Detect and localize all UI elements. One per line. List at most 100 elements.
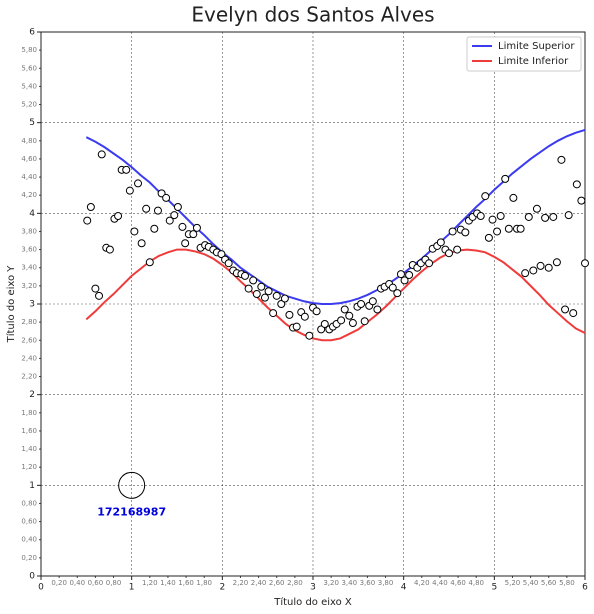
x-minor-tick-label: 1,60 xyxy=(178,579,194,587)
scatter-point xyxy=(153,206,162,215)
scatter-point xyxy=(97,150,106,159)
scatter-point xyxy=(134,179,143,188)
scatter-point xyxy=(348,319,357,328)
x-minor-tick-label: 5,40 xyxy=(523,579,539,587)
y-minor-tick-label: 0,40 xyxy=(21,536,37,544)
scatter-point xyxy=(405,270,414,279)
scatter-point xyxy=(260,293,269,302)
scatter-point xyxy=(436,238,445,247)
y-minor-tick-label: 2,60 xyxy=(21,336,37,344)
x-minor-tick-label: 5,60 xyxy=(541,579,557,587)
scatter-point xyxy=(388,283,397,292)
scatter-point xyxy=(83,216,92,225)
y-tick-label: 6 xyxy=(29,28,35,38)
y-minor-tick-label: 3,60 xyxy=(21,246,37,254)
chart-title: Evelyn dos Santos Alves xyxy=(191,3,434,27)
scatter-point xyxy=(564,211,573,220)
x-minor-tick-label: 4,80 xyxy=(468,579,484,587)
scatter-point xyxy=(445,249,453,258)
annotation-marker xyxy=(118,471,146,499)
scatter-point xyxy=(122,165,131,174)
series-line xyxy=(85,128,586,305)
scatter-point xyxy=(516,224,525,233)
scatter-point xyxy=(360,317,369,326)
x-minor-tick-label: 3,20 xyxy=(323,579,339,587)
x-minor-tick-label: 3,80 xyxy=(378,579,394,587)
y-axis-title: Título do eixo Y xyxy=(5,265,17,344)
scatter-point xyxy=(572,180,581,189)
scatter-point xyxy=(162,193,171,202)
legend-box xyxy=(466,36,582,72)
scatter-point xyxy=(150,224,159,233)
scatter-point xyxy=(569,309,578,318)
scatter-point xyxy=(249,276,258,285)
x-minor-tick-label: 4,60 xyxy=(450,579,466,587)
scatter-point xyxy=(536,261,545,270)
series-line xyxy=(85,248,586,342)
x-minor-tick-label: 0,40 xyxy=(69,579,85,587)
y-tick-label: 2 xyxy=(29,390,35,400)
scatter-point xyxy=(217,250,226,259)
scatter-point xyxy=(86,202,95,211)
scatter-point xyxy=(272,291,281,300)
scatter-point xyxy=(461,228,470,237)
scatter-point xyxy=(317,325,326,334)
x-minor-tick-label: 3,40 xyxy=(341,579,357,587)
x-minor-tick-label: 4,20 xyxy=(414,579,430,587)
scatter-point xyxy=(285,310,294,319)
scatter-point xyxy=(400,276,409,285)
scatter-point xyxy=(189,230,198,239)
scatter-point xyxy=(125,186,134,195)
scatter-point xyxy=(396,270,405,279)
scatter-point xyxy=(165,216,174,225)
scatter-point xyxy=(192,223,201,232)
x-minor-tick-label: 5,20 xyxy=(505,579,521,587)
x-tick-label: 3 xyxy=(310,583,316,593)
y-minor-tick-label: 5,40 xyxy=(21,82,37,90)
y-tick-label: 1 xyxy=(29,481,35,491)
scatter-point xyxy=(373,305,382,314)
scatter-point xyxy=(340,305,349,314)
scatter-point xyxy=(105,245,114,254)
scatter-point xyxy=(241,271,249,280)
scatter-point xyxy=(305,331,314,340)
y-minor-tick-label: 4,80 xyxy=(21,137,37,145)
x-tick-label: 4 xyxy=(401,583,407,593)
scatter-point xyxy=(178,222,187,231)
scatter-point xyxy=(269,309,278,318)
y-minor-tick-label: 5,60 xyxy=(21,64,37,72)
y-minor-tick-label: 0,20 xyxy=(21,554,37,562)
scatter-point xyxy=(292,322,301,331)
scatter-point xyxy=(544,263,553,272)
x-axis-title: Título do eixo X xyxy=(273,596,352,608)
y-minor-tick-label: 0,60 xyxy=(21,518,37,526)
scatter-point xyxy=(244,284,253,293)
y-minor-tick-label: 5,20 xyxy=(21,101,37,109)
y-tick-label: 5 xyxy=(29,118,35,128)
scatter-point xyxy=(368,297,377,306)
scatter-point xyxy=(257,282,266,291)
scatter-point xyxy=(393,289,402,298)
y-minor-tick-label: 2,80 xyxy=(21,318,37,326)
scatter-point xyxy=(114,212,123,221)
x-minor-tick-label: 2,60 xyxy=(269,579,285,587)
scatter-point xyxy=(488,215,497,224)
scatter-point xyxy=(493,227,502,236)
scatter-point xyxy=(280,294,289,303)
x-tick-label: 0 xyxy=(38,583,44,593)
scatter-point xyxy=(541,213,550,222)
x-minor-tick-label: 1,20 xyxy=(142,579,158,587)
scatter-point xyxy=(277,300,286,308)
y-minor-tick-label: 4,40 xyxy=(21,173,37,181)
x-minor-tick-label: 2,80 xyxy=(287,579,303,587)
scatter-point xyxy=(448,227,457,236)
x-minor-tick-label: 2,20 xyxy=(233,579,249,587)
scatter-point xyxy=(337,316,346,325)
legend-label: Limite Superior xyxy=(498,41,575,52)
scatter-point xyxy=(130,227,139,236)
scatter-point xyxy=(173,202,182,211)
scatter-point xyxy=(95,291,104,300)
scatter-point xyxy=(145,258,154,267)
